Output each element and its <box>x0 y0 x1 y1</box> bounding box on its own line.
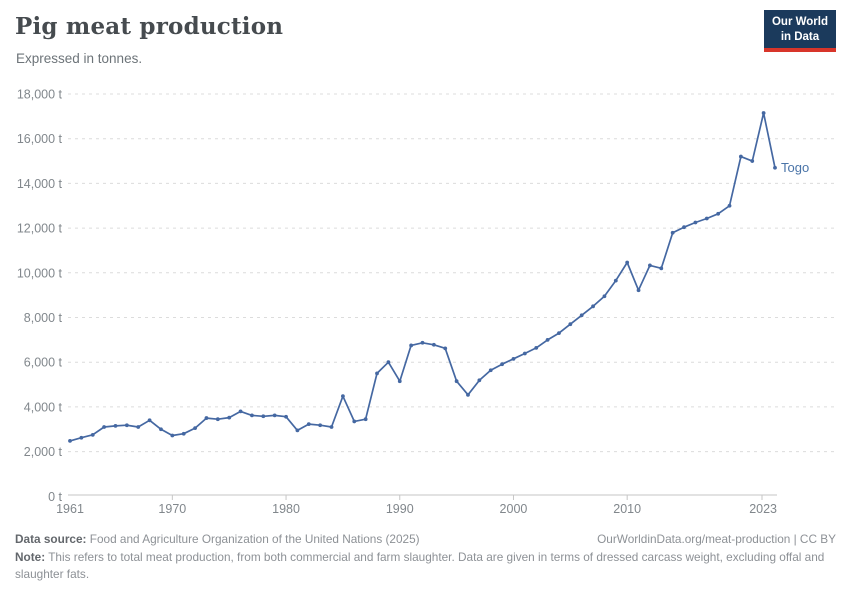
data-point[interactable] <box>79 435 84 440</box>
y-axis-tick-label: 0 t <box>48 490 62 504</box>
data-point[interactable] <box>295 428 300 433</box>
data-point[interactable] <box>102 425 107 429</box>
logo-line1: Our World <box>771 16 828 28</box>
data-point[interactable] <box>738 154 743 159</box>
data-point[interactable] <box>477 378 482 383</box>
data-point[interactable] <box>557 331 561 336</box>
data-point[interactable] <box>670 230 675 235</box>
x-axis-tick-label: 1961 <box>56 502 84 516</box>
data-point[interactable] <box>648 263 652 268</box>
x-axis-tick-label: 1970 <box>158 502 186 516</box>
data-point[interactable] <box>579 313 584 318</box>
data-point[interactable] <box>227 415 232 420</box>
data-source: Data source: Food and Agriculture Organi… <box>15 532 420 546</box>
data-point[interactable] <box>329 425 334 429</box>
data-point[interactable] <box>159 427 163 432</box>
data-point[interactable] <box>352 419 357 424</box>
x-axis-tick-label: 2000 <box>500 502 528 516</box>
data-point[interactable] <box>136 425 141 429</box>
data-point[interactable] <box>500 362 504 367</box>
data-point[interactable] <box>522 351 527 356</box>
data-point[interactable] <box>534 345 539 350</box>
y-axis-tick-label: 18,000 t <box>17 88 63 102</box>
data-point[interactable] <box>68 438 72 443</box>
x-axis-tick-label: 1990 <box>386 502 414 516</box>
data-point[interactable] <box>602 294 607 299</box>
logo-line2: in Data <box>780 30 820 43</box>
data-point[interactable] <box>284 414 288 419</box>
x-axis-tick-label: 2023 <box>749 502 777 516</box>
data-point[interactable] <box>250 413 254 418</box>
data-point[interactable] <box>693 220 698 225</box>
x-axis-tick-label: 2010 <box>613 502 641 516</box>
data-point[interactable] <box>761 111 766 115</box>
data-point[interactable] <box>568 322 573 327</box>
data-point[interactable] <box>193 426 197 431</box>
y-axis-tick-label: 2,000 t <box>24 445 63 459</box>
data-point[interactable] <box>773 165 777 170</box>
data-point[interactable] <box>318 423 323 428</box>
data-point[interactable] <box>397 379 402 384</box>
data-point[interactable] <box>147 418 152 423</box>
data-point[interactable] <box>272 413 277 418</box>
data-point[interactable] <box>716 211 721 216</box>
data-point[interactable] <box>238 409 243 414</box>
data-point[interactable] <box>682 225 686 230</box>
data-point[interactable] <box>204 416 209 420</box>
y-axis-tick-label: 8,000 t <box>24 311 63 325</box>
data-point[interactable] <box>363 417 368 422</box>
data-point[interactable] <box>375 371 379 376</box>
data-point[interactable] <box>113 423 118 428</box>
x-axis-tick-label: 1980 <box>272 502 300 516</box>
data-point[interactable] <box>625 260 630 265</box>
chart-note: Note: This refers to total meat producti… <box>15 549 825 582</box>
y-axis-tick-label: 12,000 t <box>17 222 63 236</box>
chart-subtitle: Expressed in tonnes. <box>16 51 143 66</box>
data-point[interactable] <box>727 203 732 208</box>
data-point[interactable] <box>431 342 436 347</box>
data-point[interactable] <box>466 392 470 397</box>
entity-label-togo[interactable]: Togo <box>781 160 809 175</box>
data-point[interactable] <box>124 423 129 428</box>
data-point[interactable] <box>659 266 664 271</box>
data-point[interactable] <box>341 394 345 399</box>
data-point[interactable] <box>386 360 391 365</box>
y-axis-tick-label: 14,000 t <box>17 177 63 191</box>
data-point[interactable] <box>90 432 95 437</box>
data-point[interactable] <box>591 304 595 309</box>
y-axis-tick-label: 6,000 t <box>24 356 63 370</box>
data-point[interactable] <box>170 433 175 438</box>
data-point[interactable] <box>488 368 493 373</box>
data-point[interactable] <box>613 278 618 283</box>
data-point[interactable] <box>636 288 641 293</box>
data-point[interactable] <box>545 337 550 342</box>
owid-logo[interactable]: Our World in Data <box>763 10 836 52</box>
data-point[interactable] <box>409 343 414 348</box>
y-axis-tick-label: 4,000 t <box>24 400 63 414</box>
data-point[interactable] <box>420 340 425 345</box>
chart-title: Pig meat production <box>15 13 284 40</box>
data-line-togo[interactable] <box>69 112 776 442</box>
data-point[interactable] <box>306 422 311 427</box>
y-axis-tick-label: 16,000 t <box>17 132 63 146</box>
data-point[interactable] <box>511 356 516 361</box>
data-point[interactable] <box>261 414 266 419</box>
y-axis-tick-label: 10,000 t <box>17 266 63 280</box>
data-point[interactable] <box>215 417 220 422</box>
data-point[interactable] <box>454 379 459 384</box>
chart-footer: Data source: Food and Agriculture Organi… <box>15 531 836 584</box>
data-point[interactable] <box>750 159 755 163</box>
owid-link[interactable]: OurWorldinData.org/meat-production | CC … <box>597 532 836 546</box>
data-point[interactable] <box>704 216 709 221</box>
data-point[interactable] <box>181 431 186 436</box>
data-point[interactable] <box>443 346 448 351</box>
